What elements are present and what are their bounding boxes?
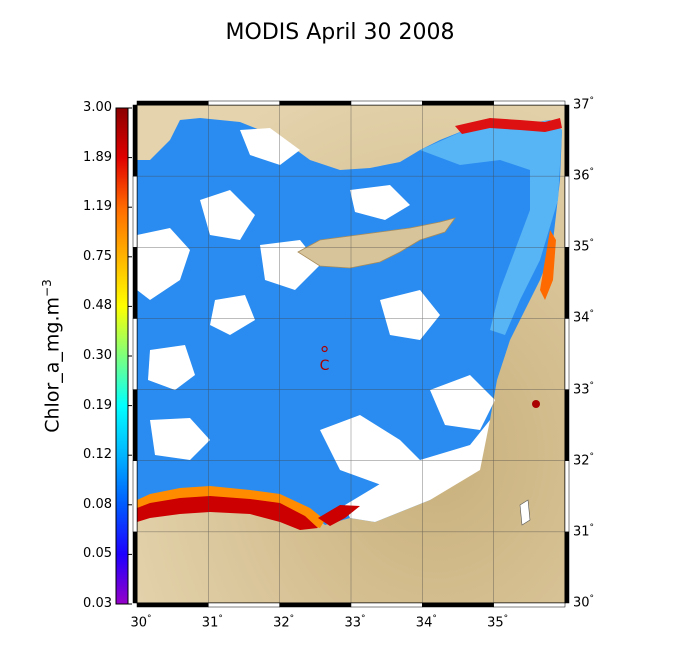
latitude-tick-label: 33° <box>573 380 595 397</box>
frame-bar-segment <box>493 602 566 608</box>
latitude-tick-label: 30° <box>573 594 595 611</box>
frame-bar-segment <box>564 104 570 177</box>
frame-bar-segment <box>422 602 494 608</box>
latitude-tick-label: 34° <box>573 309 595 326</box>
colorbar-tick-label: 0.05 <box>83 546 112 562</box>
frame-bar-segment <box>564 531 570 604</box>
colorbar-tick-label: 3.00 <box>83 100 112 115</box>
frame-bar-segment <box>279 602 352 608</box>
frame-bar-segment <box>422 100 494 106</box>
frame-bar-segment <box>564 247 570 319</box>
frame-bar-segment <box>350 602 423 608</box>
coastal-band-red <box>137 496 318 530</box>
colorbar-tick-label: 0.12 <box>83 447 112 463</box>
frame-bar-segment <box>493 100 566 106</box>
frame-bar-segment <box>208 602 280 608</box>
frame-bar-segment <box>136 602 209 608</box>
frame-bar-segment <box>132 460 138 533</box>
longitude-tick-label: 33° <box>344 614 366 631</box>
colorbar-tick-label: 0.19 <box>83 397 112 413</box>
colorbar <box>115 107 129 605</box>
colorbar-tick-label: 0.48 <box>83 298 112 314</box>
inland-lake <box>532 400 540 408</box>
frame-bar-segment <box>564 389 570 461</box>
frame-bar-segment <box>136 100 209 106</box>
colorbar-ticks <box>128 107 132 605</box>
dead-sea <box>519 499 531 526</box>
frame-bars <box>132 100 570 608</box>
colorbar-tick-label: 1.19 <box>83 199 112 215</box>
latitude-tick-label: 32° <box>573 451 595 469</box>
coastal-band-red-east <box>318 505 360 526</box>
colorbar-tick-label: 0.08 <box>83 496 112 512</box>
frame-bar-segment <box>564 318 570 390</box>
cyprus-island <box>297 217 456 269</box>
longitude-tick-label: 32° <box>273 614 295 631</box>
colorbar-tick-label: 0.75 <box>83 248 112 264</box>
latitude-tick-label: 37° <box>573 96 595 113</box>
colorbar-tick-label: 1.89 <box>83 149 112 165</box>
frame-bar-segment <box>564 460 570 533</box>
coastal-band-orange <box>137 486 325 528</box>
sea-light-region <box>420 120 562 335</box>
frame-bar-segment <box>279 100 352 106</box>
longitude-tick-label: 30° <box>130 614 152 631</box>
frame-bar-segment <box>564 175 570 248</box>
frame-bar-segment <box>132 247 138 319</box>
frame-bar-segment <box>132 531 138 604</box>
turkey-coastal-strip <box>455 118 562 134</box>
colorbar-tick-label: 0.30 <box>83 348 112 363</box>
frame-bar-segment <box>208 100 280 106</box>
longitude-tick-label: 34° <box>415 614 437 631</box>
longitude-tick-label: 35° <box>487 614 509 631</box>
map-title: MODIS April 30 2008 <box>225 20 455 45</box>
graticule <box>137 105 565 603</box>
frame-bar-segment <box>132 389 138 461</box>
colorbar-tick-label: 0.03 <box>83 596 112 611</box>
latitude-tick-label: 36° <box>573 167 595 184</box>
latitude-tick-label: 31° <box>573 522 595 540</box>
frame-bar-segment <box>132 318 138 390</box>
station-marker <box>321 345 328 353</box>
longitude-tick-label: 31° <box>201 614 223 631</box>
frame-bar-segment <box>350 100 423 106</box>
map-area: C <box>137 105 565 603</box>
latitude-tick-label: 35° <box>573 238 595 255</box>
station-label: C <box>320 358 330 374</box>
frame-bar-segment <box>132 104 138 177</box>
frame-bar-segment <box>132 175 138 248</box>
